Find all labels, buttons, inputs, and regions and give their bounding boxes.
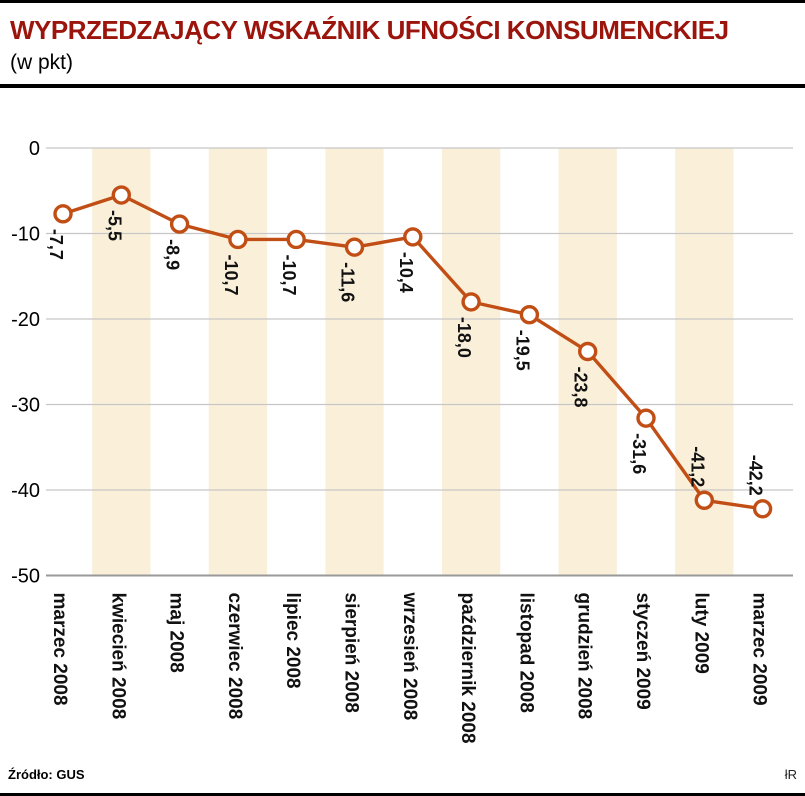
data-point-marker <box>228 229 248 249</box>
source-label: Źródło: GUS <box>8 767 85 782</box>
data-point-marker <box>403 227 423 247</box>
y-tick-label: -40 <box>11 480 40 502</box>
x-tick-label: maj 2008 <box>166 592 187 672</box>
data-point-marker <box>111 185 132 205</box>
y-tick-label: 0 <box>29 138 40 160</box>
y-tick-label: -30 <box>11 394 40 416</box>
value-label: -18,0 <box>454 317 474 358</box>
top-rule <box>0 0 805 3</box>
x-tick-label: grudzień 2008 <box>574 592 595 719</box>
value-label: -41,2 <box>687 446 707 487</box>
y-tick-label: -50 <box>11 565 40 587</box>
stripe <box>92 147 151 576</box>
x-tick-label: listopad 2008 <box>515 592 536 712</box>
data-point-marker <box>461 292 481 312</box>
x-tick-label: czerwiec 2008 <box>224 592 245 719</box>
x-tick-label: wrzesień 2008 <box>399 591 420 720</box>
value-label: -19,5 <box>512 330 532 371</box>
value-label: -7,7 <box>46 229 66 260</box>
data-point-marker <box>752 498 773 519</box>
bottom-rule <box>0 793 805 796</box>
stripe <box>675 147 734 576</box>
x-tick-label: lipiec 2008 <box>282 592 303 688</box>
data-point-marker <box>53 203 73 224</box>
y-tick-label: -10 <box>11 223 40 245</box>
x-tick-label: styczeń 2009 <box>632 592 653 709</box>
x-tick-label: kwiecień 2008 <box>107 592 128 719</box>
stripe <box>208 147 268 576</box>
data-point-marker <box>519 304 540 325</box>
value-label: -8,9 <box>163 239 183 270</box>
title-divider <box>0 83 805 88</box>
x-tick-label: luty 2009 <box>690 592 711 673</box>
value-label: -5,5 <box>104 210 124 241</box>
data-point-marker <box>694 490 714 510</box>
credit-label: łR <box>784 767 797 782</box>
chart-footer: Źródło: GUS łR <box>8 767 797 782</box>
value-label: -31,6 <box>629 433 649 474</box>
value-label: -10,7 <box>279 254 299 295</box>
data-point-marker <box>578 341 598 362</box>
x-tick-label: marzec 2009 <box>749 592 770 705</box>
value-label: -23,8 <box>571 366 591 407</box>
stripe <box>325 147 384 576</box>
chart-header: WYPRZEDZAJĄCY WSKAŹNIK UFNOŚCI KONSUMENC… <box>0 3 805 84</box>
x-tick-label: sierpień 2008 <box>341 592 362 712</box>
data-point-marker <box>169 214 190 234</box>
y-tick-label: -20 <box>11 309 40 331</box>
data-point-marker <box>636 408 656 428</box>
value-label: -11,6 <box>338 262 358 302</box>
stripe <box>558 147 617 576</box>
chart-area: 0 -10 -20 -30 -40 -50 -7,7 -5,5 -8,9 -10,7 -10,7 -1… <box>0 102 805 754</box>
value-label: -10,7 <box>221 254 241 295</box>
value-label: -10,4 <box>396 252 416 293</box>
page-subtitle: (w pkt) <box>10 50 73 74</box>
data-point-marker <box>286 229 306 249</box>
x-tick-label: marzec 2008 <box>49 592 70 705</box>
line-chart: 0 -10 -20 -30 -40 -50 -7,7 -5,5 -8,9 -10,7 -10,7 -1… <box>11 138 793 743</box>
page-title: WYPRZEDZAJĄCY WSKAŹNIK UFNOŚCI KONSUMENC… <box>10 15 729 45</box>
value-label: -42,2 <box>746 455 766 496</box>
data-point-marker <box>344 237 365 257</box>
stripe <box>441 147 501 576</box>
x-tick-label: październik 2008 <box>457 592 478 743</box>
